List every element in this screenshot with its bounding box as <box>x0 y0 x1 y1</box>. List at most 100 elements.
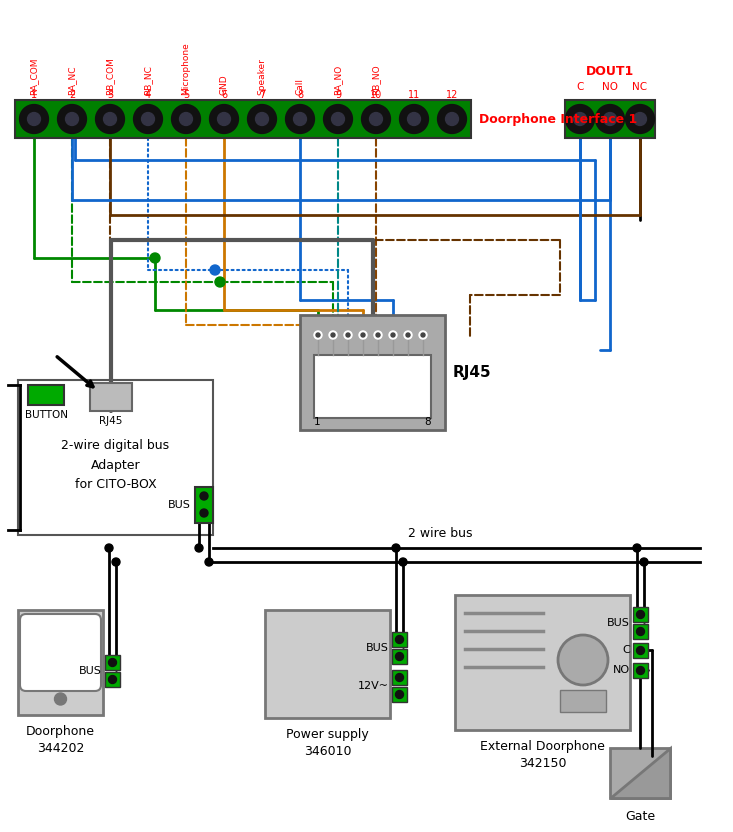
Circle shape <box>329 331 337 339</box>
Circle shape <box>95 105 125 133</box>
Bar <box>105 655 120 670</box>
Text: NO: NO <box>613 665 630 675</box>
Circle shape <box>361 333 365 337</box>
Text: RB_COM: RB_COM <box>106 57 114 95</box>
Bar <box>300 315 445 430</box>
Text: BUS: BUS <box>607 618 630 628</box>
Bar <box>195 487 213 523</box>
Text: 5: 5 <box>183 90 189 100</box>
Text: 3: 3 <box>107 90 113 100</box>
Circle shape <box>150 253 160 263</box>
Bar <box>610 748 670 798</box>
Circle shape <box>446 112 458 126</box>
Circle shape <box>625 105 655 133</box>
Text: 7: 7 <box>259 90 265 100</box>
Circle shape <box>200 492 208 500</box>
Circle shape <box>389 331 397 339</box>
Text: C: C <box>622 645 630 655</box>
Bar <box>15 100 471 138</box>
Bar <box>90 383 132 411</box>
Bar <box>392 649 407 664</box>
Text: BUS: BUS <box>366 643 389 653</box>
Circle shape <box>112 558 120 566</box>
Circle shape <box>141 112 155 126</box>
Circle shape <box>331 333 335 337</box>
Bar <box>455 595 630 730</box>
Text: RA_NC: RA_NC <box>67 66 76 95</box>
Circle shape <box>633 112 647 126</box>
Circle shape <box>256 112 268 126</box>
Circle shape <box>323 105 353 133</box>
Text: 6: 6 <box>221 90 227 100</box>
Circle shape <box>419 331 427 339</box>
Text: NC: NC <box>633 82 647 92</box>
Circle shape <box>215 277 225 287</box>
Circle shape <box>180 112 193 126</box>
Circle shape <box>210 105 238 133</box>
Circle shape <box>248 105 276 133</box>
Text: 2-wire digital bus
Adapter
for CITO-BOX: 2-wire digital bus Adapter for CITO-BOX <box>62 438 169 492</box>
Circle shape <box>636 666 644 675</box>
Text: Gate: Gate <box>625 810 655 823</box>
Circle shape <box>396 691 403 699</box>
Circle shape <box>633 544 641 552</box>
Circle shape <box>396 636 403 643</box>
Circle shape <box>28 112 40 126</box>
Circle shape <box>408 112 421 126</box>
Text: RA_NO: RA_NO <box>334 65 342 95</box>
Text: DOUT1: DOUT1 <box>586 65 634 78</box>
Bar <box>633 624 648 639</box>
Bar <box>565 100 655 138</box>
Circle shape <box>344 331 352 339</box>
Circle shape <box>103 112 117 126</box>
Text: Power supply
346010: Power supply 346010 <box>286 728 369 758</box>
Text: 1: 1 <box>31 90 37 100</box>
Circle shape <box>361 105 391 133</box>
Circle shape <box>346 333 350 337</box>
Circle shape <box>331 112 345 126</box>
Bar <box>633 607 648 622</box>
Polygon shape <box>610 748 670 798</box>
Text: 12V~: 12V~ <box>358 681 389 691</box>
Text: Call: Call <box>295 78 304 95</box>
Text: RA_COM: RA_COM <box>29 57 39 95</box>
Text: RB_NC: RB_NC <box>144 65 152 95</box>
Circle shape <box>65 112 78 126</box>
Bar <box>28 385 64 405</box>
Text: 12: 12 <box>446 90 458 100</box>
Circle shape <box>396 652 403 661</box>
Bar <box>392 670 407 685</box>
Circle shape <box>133 105 163 133</box>
Text: Doorphone
344202: Doorphone 344202 <box>26 725 95 755</box>
Circle shape <box>286 105 314 133</box>
Circle shape <box>399 105 429 133</box>
Text: RB_NO: RB_NO <box>372 64 380 95</box>
Text: 8: 8 <box>297 90 303 100</box>
Text: BUTTON: BUTTON <box>24 410 67 420</box>
Text: 2: 2 <box>69 90 75 100</box>
Circle shape <box>200 509 208 517</box>
Circle shape <box>108 676 117 684</box>
Text: External Doorphone
342150: External Doorphone 342150 <box>480 740 605 770</box>
Circle shape <box>314 331 322 339</box>
Text: C: C <box>576 82 583 92</box>
Circle shape <box>404 331 412 339</box>
Text: BUS: BUS <box>79 666 102 676</box>
Circle shape <box>108 658 117 666</box>
Circle shape <box>392 544 400 552</box>
Text: GND: GND <box>219 74 229 95</box>
Bar <box>560 690 606 712</box>
Text: 1: 1 <box>314 417 320 427</box>
Circle shape <box>218 112 230 126</box>
Circle shape <box>172 105 200 133</box>
Circle shape <box>391 333 395 337</box>
Bar <box>633 643 648 658</box>
Circle shape <box>293 112 306 126</box>
Circle shape <box>595 105 625 133</box>
Text: RJ45: RJ45 <box>99 416 122 426</box>
Text: Speaker: Speaker <box>257 58 267 95</box>
Text: Microphone: Microphone <box>182 42 191 95</box>
Circle shape <box>421 333 425 337</box>
Circle shape <box>20 105 48 133</box>
Circle shape <box>316 333 320 337</box>
